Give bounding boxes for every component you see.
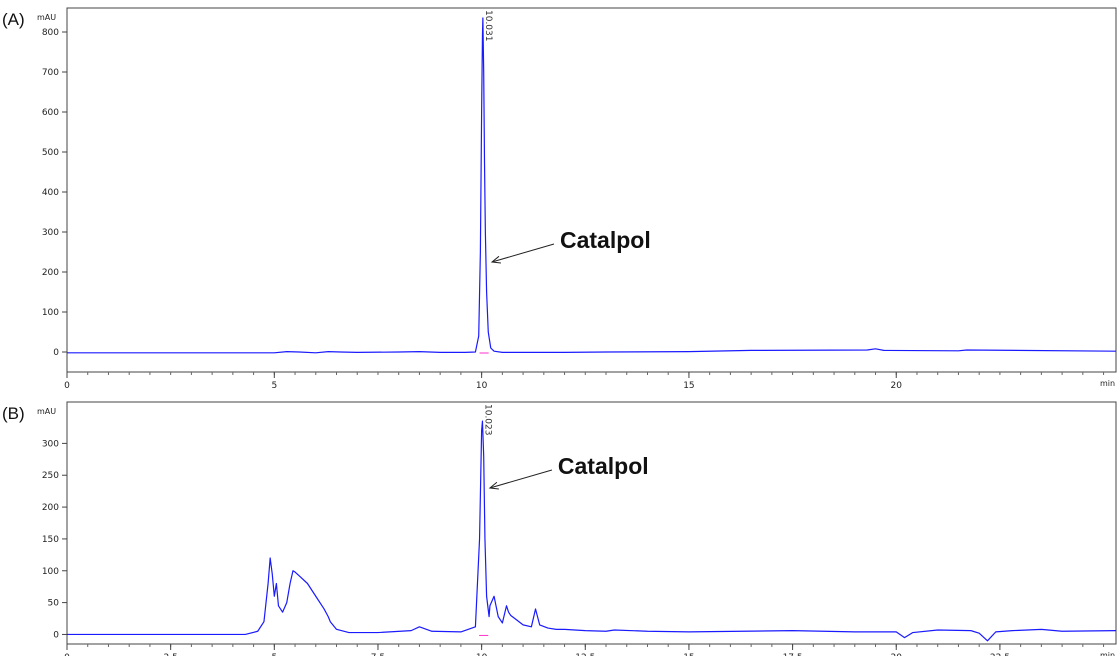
chart-b-y-tick-label: 150 xyxy=(42,535,59,545)
chart-a-y-tick-label: 800 xyxy=(42,28,59,38)
chart-b-x-tick-label: 12.5 xyxy=(575,653,595,656)
chart-b-y-tick-label: 50 xyxy=(48,599,60,609)
chromatogram-panel-b: (B) mAU min 0 50 100 150 200 250 300 0 2.5 5 7.5 10 12.… xyxy=(0,400,1118,656)
chart-b-x-tick-label: 7.5 xyxy=(371,653,385,656)
chart-a-annotation-label: Catalpol xyxy=(560,227,651,253)
chart-b-panel-label: (B) xyxy=(2,404,25,423)
chart-a-y-tick-label: 0 xyxy=(53,348,59,358)
chart-a-x-tick-label: 5 xyxy=(271,381,277,391)
chart-a-svg: (A) mAU min 0 100 200 300 400 500 600 700 800 0 5 10 15… xyxy=(2,7,1117,391)
chart-b-y-tick-label: 300 xyxy=(42,439,59,449)
chart-b-x-tick-label: 0 xyxy=(64,653,70,656)
chart-b-x-tick-label: 10 xyxy=(476,653,488,656)
chart-a-peak-label: 10.031 xyxy=(483,10,493,42)
chart-a-annotation-arrow xyxy=(491,243,555,263)
chart-b-plot-frame xyxy=(66,401,1117,645)
chart-a-y-tick-label: 500 xyxy=(42,148,59,158)
chart-b-y-tick-label: 0 xyxy=(53,630,59,640)
chart-b-annotation-label: Catalpol xyxy=(558,453,649,479)
chart-a-x-tick-label: 0 xyxy=(64,381,70,391)
chart-b-annotation-arrowhead xyxy=(488,481,499,490)
chart-b-x-tick-label: 2.5 xyxy=(163,653,177,656)
chart-a-x-tick-label: 20 xyxy=(891,381,903,391)
chromatogram-panel-a: (A) mAU min 0 100 200 300 400 500 600 700 800 0 5 10 15… xyxy=(2,7,1117,391)
chart-b-svg: (B) mAU min 0 50 100 150 200 250 300 0 2.5 5 7.5 10 12.… xyxy=(2,401,1117,656)
chart-a-y-tick-label: 700 xyxy=(42,68,59,78)
chart-b-y-axis-label: mAU xyxy=(37,407,56,416)
chart-b-trace-line xyxy=(67,420,1117,642)
chart-b-x-tick-label: 22.5 xyxy=(990,653,1010,656)
chart-a-panel-label: (A) xyxy=(2,10,25,29)
chart-b-y-tick-label: 100 xyxy=(42,567,59,577)
chart-b-x-tick-label: 15 xyxy=(683,653,694,656)
chart-b-y-tick-label: 200 xyxy=(42,503,59,513)
chart-a-trace-line xyxy=(67,17,1117,354)
chart-a-y-tick-label: 300 xyxy=(42,228,59,238)
chart-a-y-axis-label: mAU xyxy=(37,13,56,22)
chart-a-x-tick-label: 10 xyxy=(476,381,488,391)
chart-b-x-tick-label: 5 xyxy=(271,653,277,656)
chart-b-annotation-arrow xyxy=(489,469,553,489)
chart-b-x-tick-label: 20 xyxy=(891,653,903,656)
chart-a-y-tick-label: 400 xyxy=(42,188,59,198)
chart-a-y-tick-label: 200 xyxy=(42,268,59,278)
chart-a-x-axis-label: min xyxy=(1100,379,1115,388)
chart-a-annotation-arrowhead xyxy=(490,255,501,264)
chart-b-x-axis-label: min xyxy=(1100,651,1115,656)
chart-b-peak-label: 10.023 xyxy=(482,404,492,435)
chart-a-x-tick-label: 15 xyxy=(683,381,694,391)
chart-a-y-tick-label: 100 xyxy=(42,308,59,318)
chart-b-y-tick-label: 250 xyxy=(42,471,59,481)
chart-b-x-tick-label: 17.5 xyxy=(783,653,803,656)
chart-a-plot-frame xyxy=(66,7,1117,373)
chart-a-y-tick-label: 600 xyxy=(42,108,59,118)
